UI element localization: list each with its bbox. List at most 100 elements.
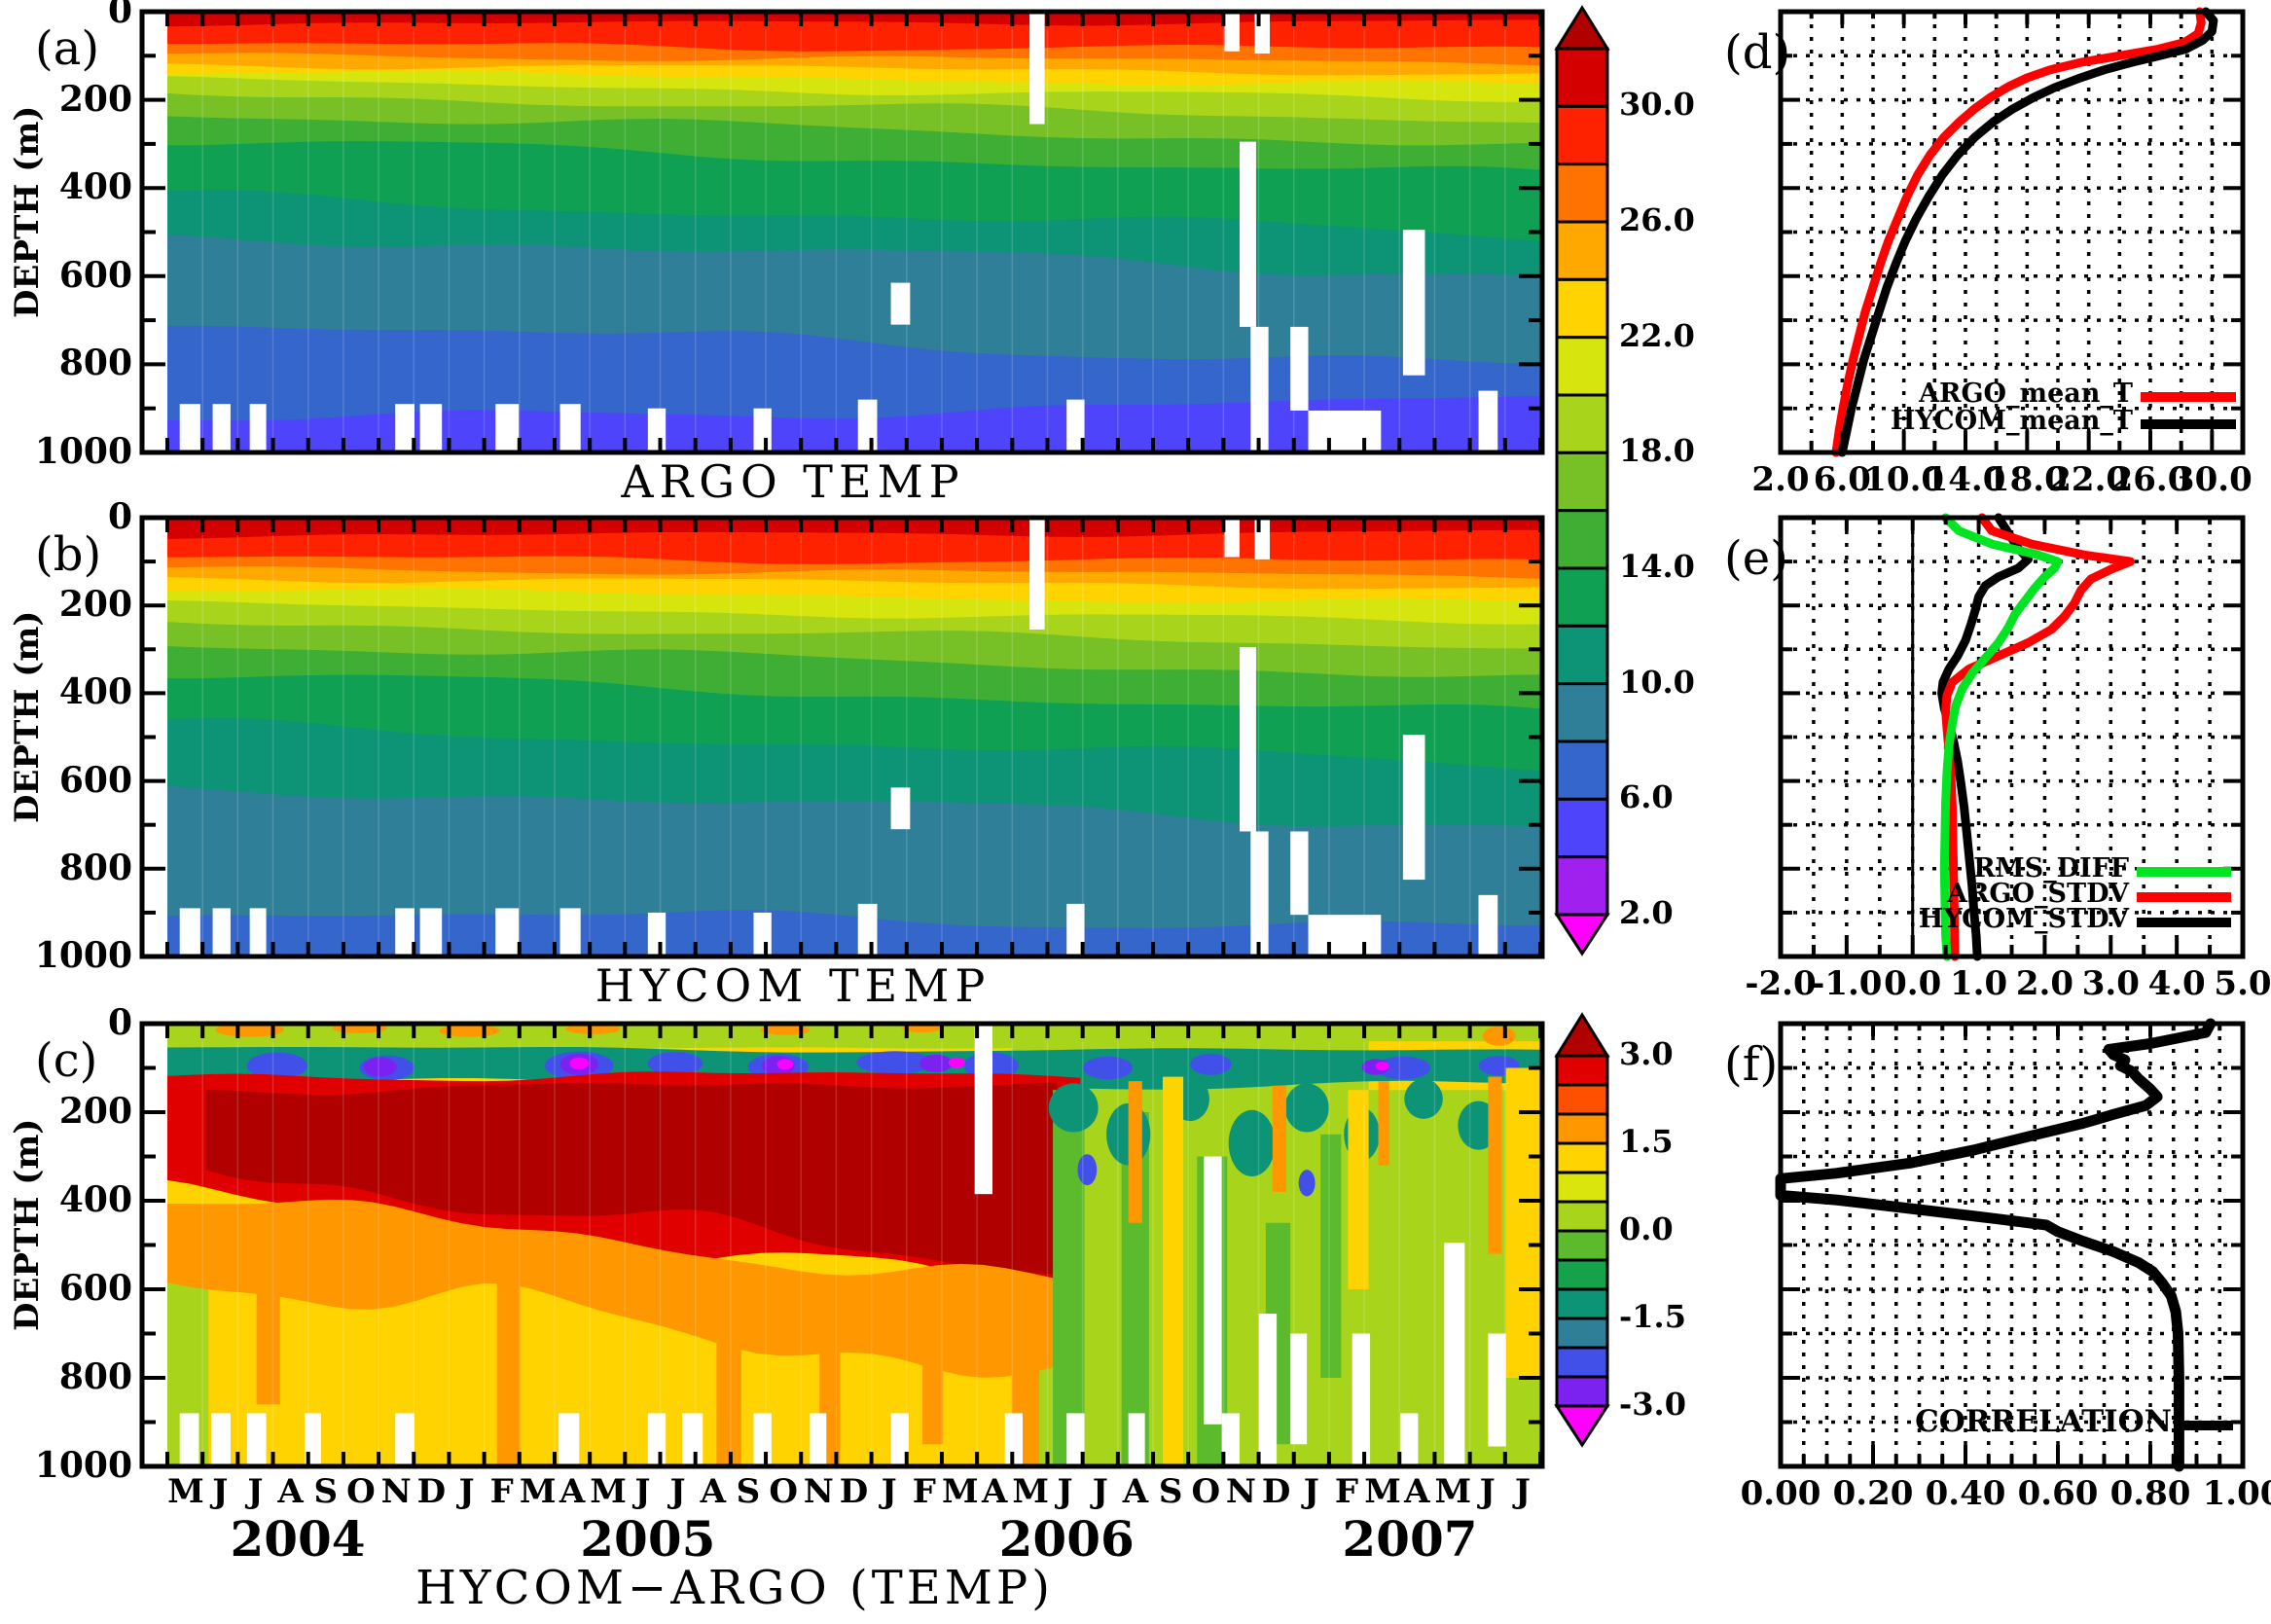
xlabel-f-0.20: 0.20 (1832, 1474, 1914, 1513)
panel-c-title: HYCOM−ARGO (TEMP) (415, 1561, 1054, 1615)
xlabel-e-2.0: 2.0 (2015, 964, 2073, 1003)
xlabel-e-5.0: 5.0 (2214, 964, 2271, 1003)
depth-tick-1-400: 400 (58, 671, 132, 713)
diff-colorbar (1554, 1012, 1610, 1448)
month-label-25: J (1057, 1472, 1073, 1511)
depth-tick-1-800: 800 (58, 847, 132, 888)
xlabel-e-1.0: 1.0 (1949, 964, 2008, 1003)
legend-d-line-HYCOM_mean_T (2141, 419, 2236, 429)
month-label-33: F (1334, 1472, 1359, 1511)
month-label-13: J (634, 1472, 651, 1511)
month-label-18: N (803, 1472, 834, 1511)
year-label-2004: 2004 (230, 1510, 366, 1568)
xlabel-d-10.0: 10.0 (1863, 460, 1945, 499)
colorbar-label-3.0: 3.0 (1619, 1035, 1674, 1072)
depth-tick-2-600: 600 (58, 1268, 132, 1309)
month-label-3: A (277, 1472, 304, 1511)
xlabel-e-3.0: 3.0 (2081, 964, 2140, 1003)
depth-tick-1-600: 600 (58, 759, 132, 801)
colorbar-label--3.0: -3.0 (1619, 1386, 1686, 1423)
xlabel-f-0.60: 0.60 (2017, 1474, 2099, 1513)
profile-panel-d (1778, 7, 2246, 457)
xlabel-f-1.00: 1.00 (2202, 1474, 2271, 1513)
month-label-4: S (313, 1472, 339, 1511)
month-label-37: J (1479, 1472, 1496, 1511)
xlabel-e--2.0: -2.0 (1745, 964, 1817, 1003)
month-label-35: A (1404, 1472, 1430, 1511)
depth-tick-2-400: 400 (58, 1179, 132, 1220)
month-label-10: M (519, 1472, 557, 1511)
month-label-20: J (881, 1472, 897, 1511)
month-label-6: N (380, 1472, 412, 1511)
month-label-2: J (247, 1472, 264, 1511)
panel-letter-c: (c) (35, 1033, 98, 1088)
depth-tick-0-0: 0 (107, 0, 132, 31)
xlabel-e-4.0: 4.0 (2147, 964, 2206, 1003)
xlabel-f-0.00: 0.00 (1740, 1474, 1821, 1513)
panel-letter-e: (e) (1724, 531, 1788, 586)
month-label-29: O (1191, 1472, 1221, 1511)
colorbar-label-0.0: 0.0 (1619, 1210, 1674, 1247)
year-label-2005: 2005 (580, 1510, 716, 1568)
contour-panel-a (139, 9, 1545, 455)
legend-e-label-RMS_DIFF: RMS_DIFF (1973, 852, 2129, 884)
legend-e-label-ARGO_STDV: ARGO_STDV (1947, 878, 2129, 909)
month-label-11: A (559, 1472, 586, 1511)
xlabel-d-26.0: 26.0 (2109, 460, 2191, 499)
xlabel-d-6.0: 6.0 (1813, 460, 1871, 499)
depth-tick-0-200: 200 (58, 78, 132, 120)
xlabel-d-18.0: 18.0 (1986, 460, 2068, 499)
xlabel-f-0.40: 0.40 (1925, 1474, 2006, 1513)
month-label-7: D (416, 1472, 447, 1511)
depth-axis-label-0: DEPTH (m) (8, 105, 47, 318)
colorbar-label--1.5: -1.5 (1619, 1298, 1686, 1335)
colorbar-label-10.0: 10.0 (1619, 663, 1695, 701)
month-label-30: N (1225, 1472, 1256, 1511)
colorbar-label-26.0: 26.0 (1619, 201, 1695, 238)
xlabel-d-30.0: 30.0 (2171, 460, 2253, 499)
legend-e-line-ARGO_STDV (2137, 892, 2231, 902)
legend-e-line-HYCOM_STDV (2137, 918, 2231, 927)
panel-b-title: HYCOM TEMP (595, 959, 991, 1012)
month-label-22: M (942, 1472, 979, 1511)
xlabel-d-2.0: 2.0 (1751, 460, 1810, 499)
month-label-5: O (346, 1472, 376, 1511)
month-label-24: M (1012, 1472, 1050, 1511)
depth-tick-2-1000: 1000 (34, 1445, 132, 1486)
depth-tick-0-1000: 1000 (34, 431, 132, 472)
depth-tick-2-800: 800 (58, 1356, 132, 1397)
depth-axis-label-1: DEPTH (m) (8, 610, 47, 823)
xlabel-d-14.0: 14.0 (1925, 460, 2006, 499)
month-label-36: M (1434, 1472, 1472, 1511)
contour-panel-c (139, 1021, 1545, 1469)
colorbar-label-2.0: 2.0 (1619, 894, 1674, 931)
temp-colorbar (1554, 5, 1610, 956)
month-label-17: O (769, 1472, 798, 1511)
depth-axis-label-2: DEPTH (m) (8, 1118, 47, 1331)
panel-letter-d: (d) (1724, 25, 1791, 80)
legend-f-label-CORRELATION: CORRELATION (1915, 1403, 2172, 1439)
profile-panel-e (1778, 513, 2246, 961)
month-label-32: J (1303, 1472, 1319, 1511)
colorbar-label-6.0: 6.0 (1619, 778, 1674, 816)
legend-d-label-HYCOM_mean_T: HYCOM_mean_T (1890, 405, 2133, 436)
month-label-34: M (1364, 1472, 1401, 1511)
month-label-14: J (669, 1472, 686, 1511)
month-label-21: F (912, 1472, 936, 1511)
depth-tick-2-0: 0 (107, 1002, 132, 1043)
month-label-16: S (736, 1472, 761, 1511)
xlabel-f-0.80: 0.80 (2109, 1474, 2191, 1513)
legend-d-label-ARGO_mean_T: ARGO_mean_T (1919, 378, 2133, 409)
contour-panel-b (139, 515, 1545, 959)
month-label-1: J (212, 1472, 229, 1511)
year-label-2006: 2006 (998, 1510, 1135, 1568)
colorbar-label-30.0: 30.0 (1619, 86, 1695, 124)
depth-tick-1-200: 200 (58, 584, 132, 626)
panel-letter-b: (b) (35, 527, 102, 582)
depth-tick-0-800: 800 (58, 343, 132, 384)
legend-e-label-HYCOM_STDV: HYCOM_STDV (1918, 903, 2129, 934)
xlabel-e--1.0: -1.0 (1811, 964, 1883, 1003)
depth-tick-0-600: 600 (58, 254, 132, 296)
depth-tick-2-200: 200 (58, 1091, 132, 1132)
